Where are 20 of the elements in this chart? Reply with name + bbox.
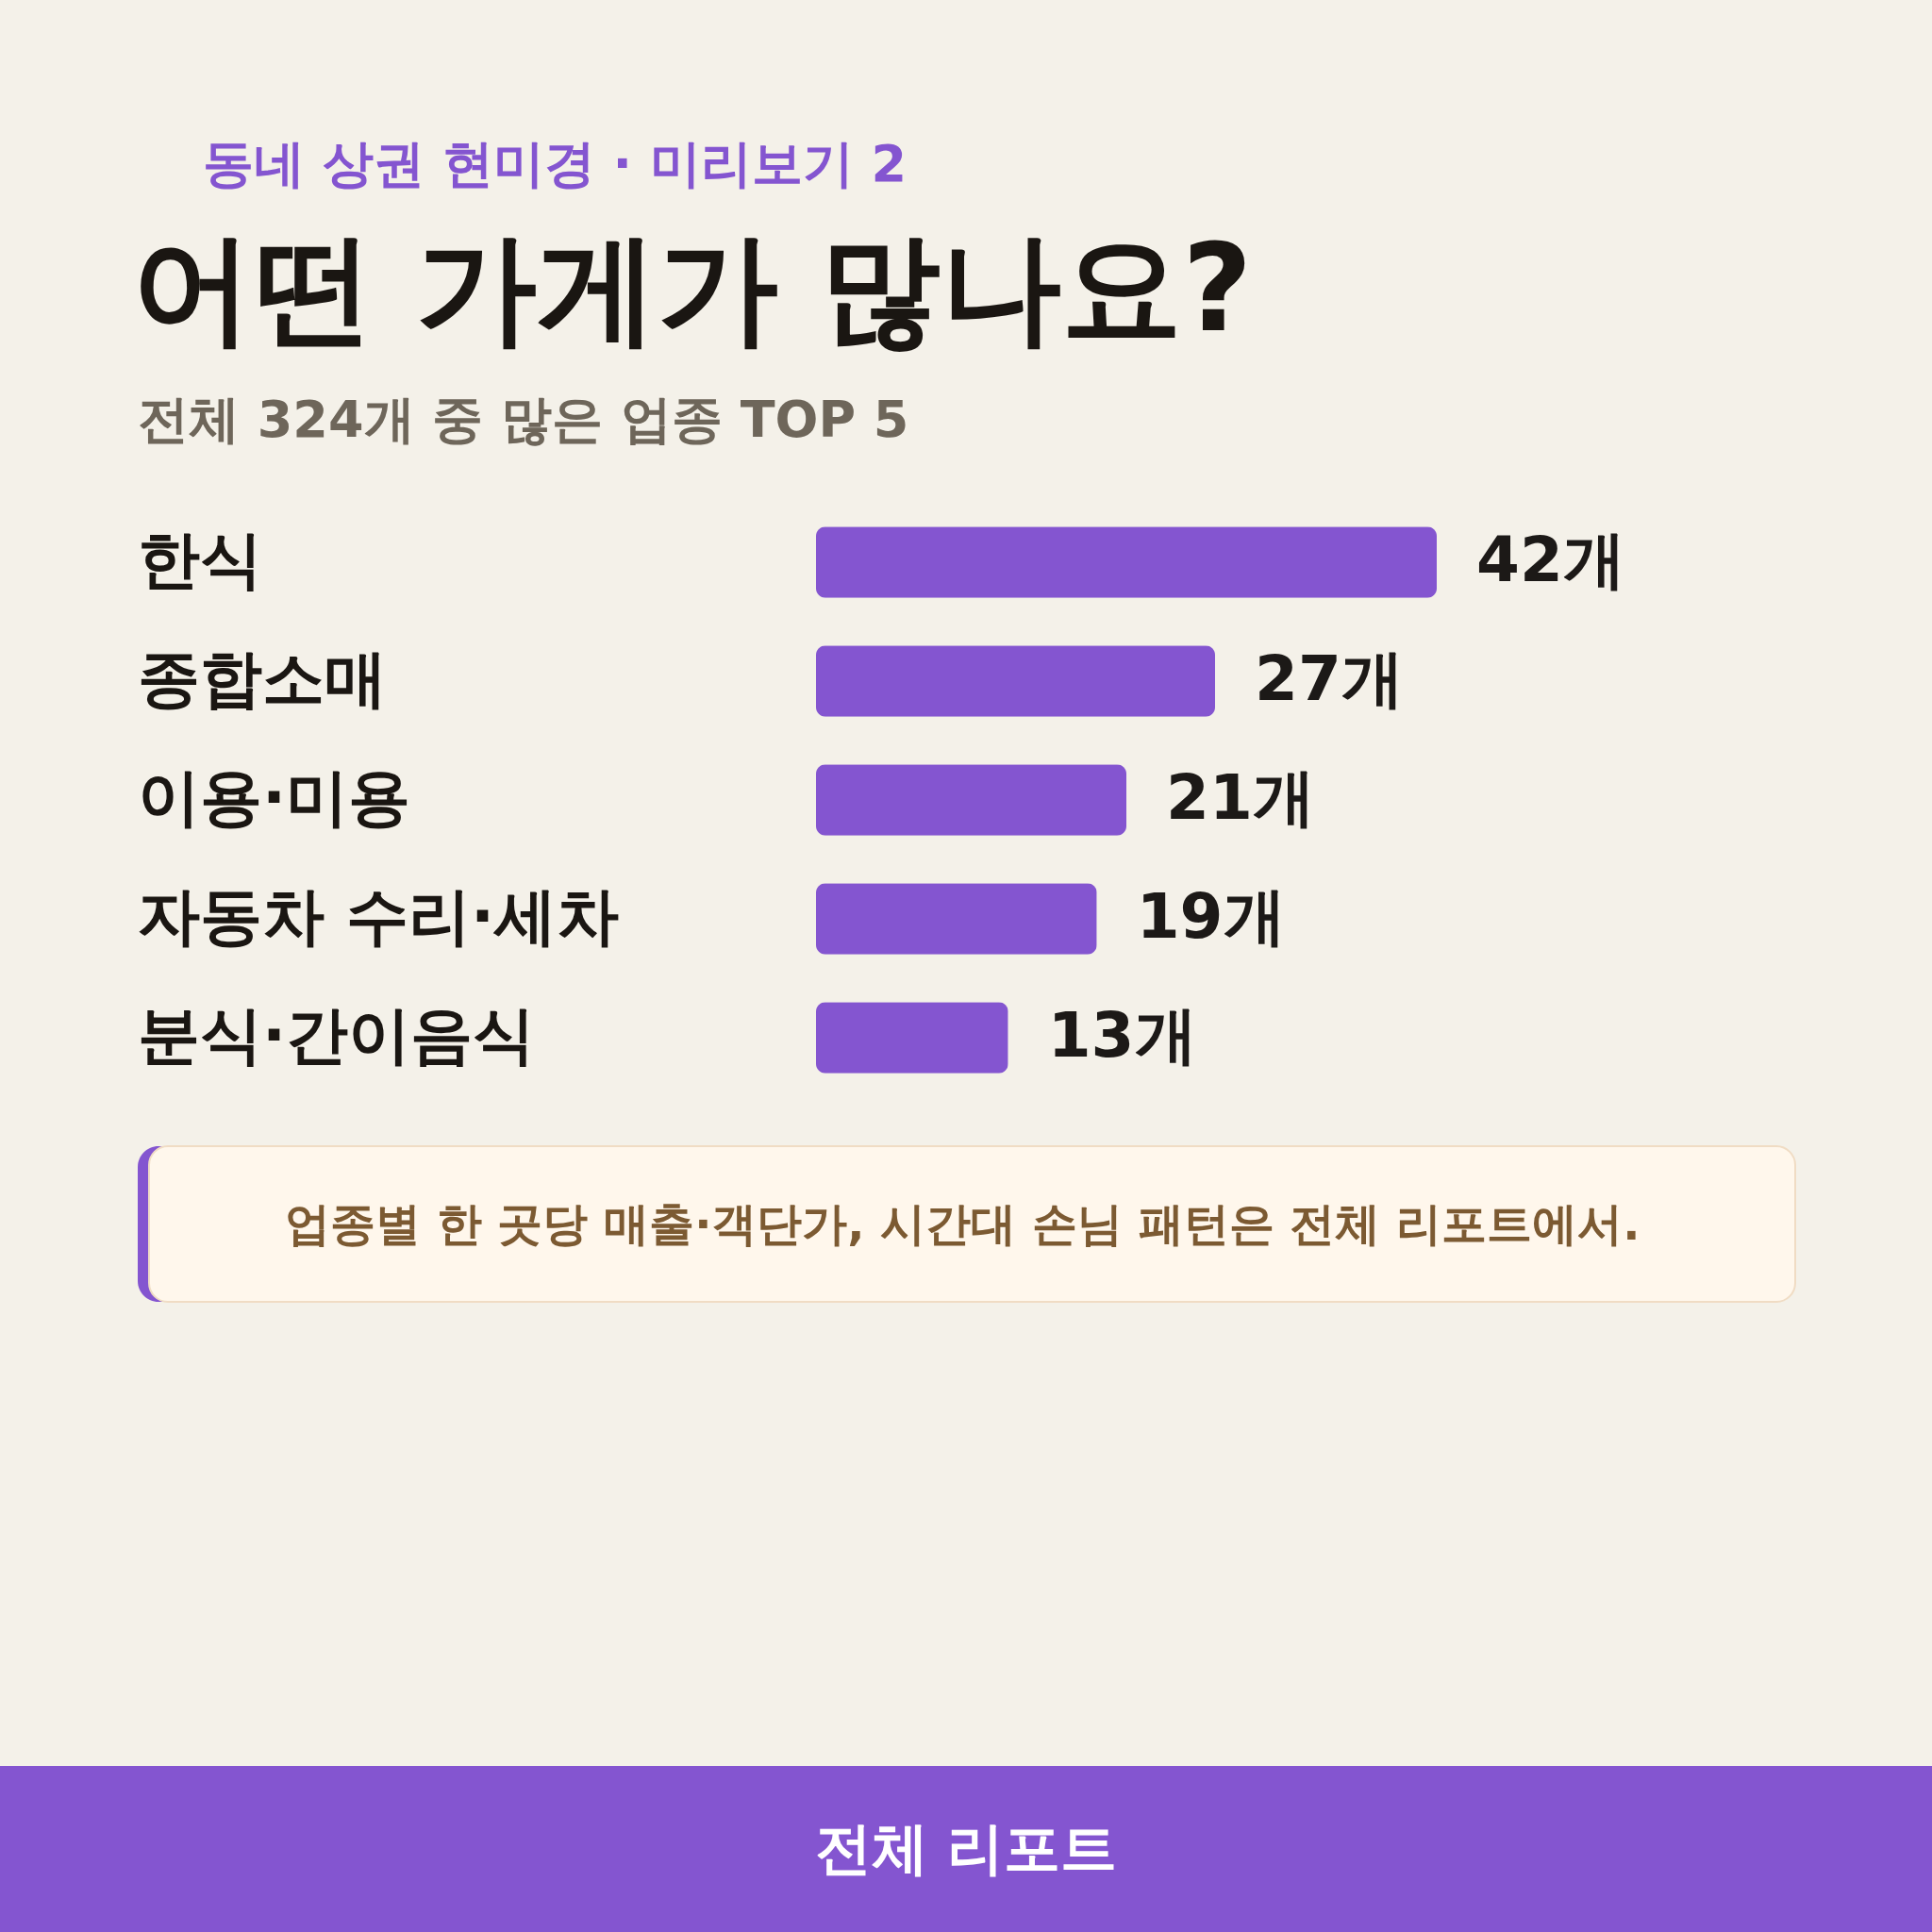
data-label: 13개 [1047,999,1197,1072]
y-tick-label: 분식·간이음식 [138,999,536,1072]
bar [816,764,1126,836]
y-tick-label: 종합소매 [138,642,387,715]
data-label: 21개 [1166,761,1315,834]
chart-title: 어떤 가게가 많나요? [132,218,1253,358]
data-label: 27개 [1255,642,1404,715]
bar [816,645,1215,717]
bar [816,883,1097,955]
data-label: 19개 [1136,880,1286,953]
y-tick-label: 자동차 수리·세차 [138,880,620,953]
text: 전체 리포트 [814,1815,1118,1881]
bar [816,1002,1008,1074]
bar [816,526,1437,598]
text: 동네 상권 현미경 · 미리보기 2 [203,134,908,193]
y-tick-label: 이용·미용 [138,761,411,834]
chart-subtitle: 전체 324개 중 많은 업종 TOP 5 [138,390,909,449]
text: 업종별 한 곳당 매출·객단가, 시간대 손님 패턴은 전체 리포트에서. [285,1197,1641,1250]
y-tick-label: 한식 [138,524,262,596]
data-label: 42개 [1476,524,1625,596]
